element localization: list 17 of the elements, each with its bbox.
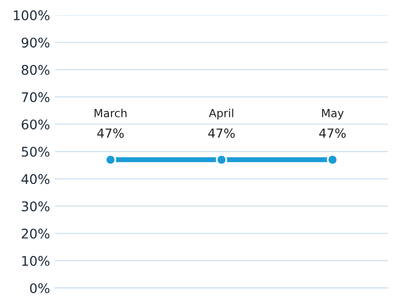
data-label: 47% <box>208 128 235 138</box>
y-tick-label: 50% <box>22 146 50 157</box>
data-label: 47% <box>319 128 346 138</box>
y-tick-label: 80% <box>22 64 50 75</box>
y-tick-label: 90% <box>22 38 50 48</box>
y-tick-label: 0% <box>30 283 50 294</box>
x-tick-label: March <box>94 108 126 118</box>
y-tick-label: 70% <box>22 92 50 102</box>
y-tick-label: 40% <box>21 174 50 184</box>
y-tick-label: 30% <box>22 201 50 212</box>
y-tick-label: 20% <box>22 228 50 239</box>
x-tick-label: April <box>208 108 234 120</box>
y-tick-label: 100% <box>14 10 50 20</box>
x-tick-label: May <box>322 109 344 120</box>
data-label: 47% <box>97 128 124 138</box>
y-tick-label: 10% <box>22 256 50 266</box>
y-tick-label: 60% <box>22 119 50 130</box>
